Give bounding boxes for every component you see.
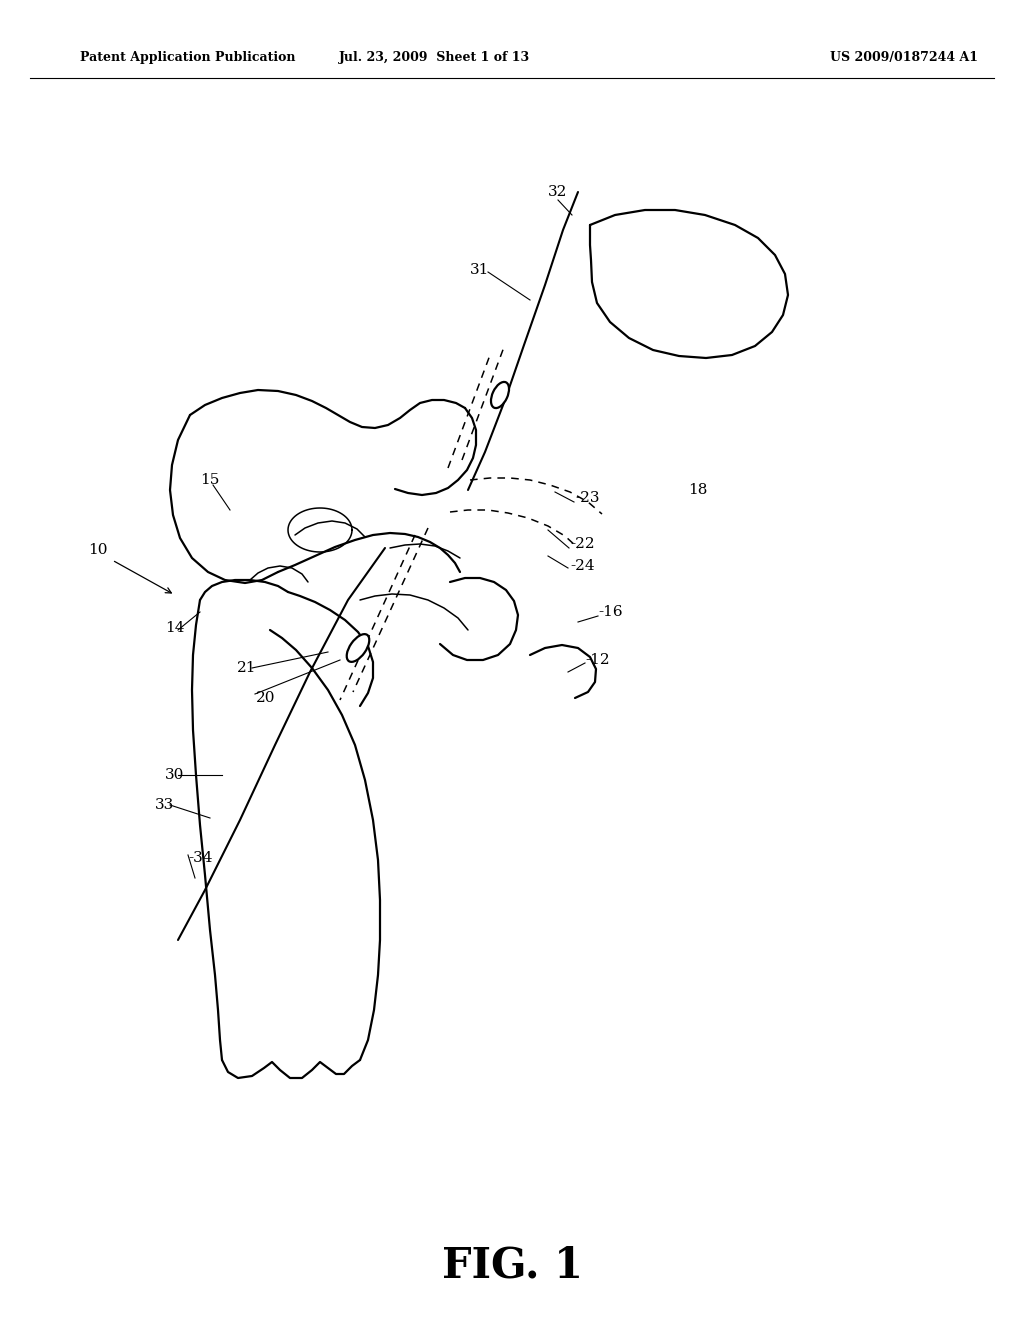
Text: Jul. 23, 2009  Sheet 1 of 13: Jul. 23, 2009 Sheet 1 of 13 bbox=[339, 51, 530, 65]
Text: 31: 31 bbox=[470, 263, 489, 277]
Text: -23: -23 bbox=[575, 491, 599, 506]
Text: -22: -22 bbox=[570, 537, 595, 550]
Text: 18: 18 bbox=[688, 483, 708, 498]
Text: -24: -24 bbox=[570, 558, 595, 573]
Text: 32: 32 bbox=[548, 185, 567, 199]
Text: 30: 30 bbox=[165, 768, 184, 781]
Text: US 2009/0187244 A1: US 2009/0187244 A1 bbox=[830, 51, 978, 65]
Text: 33: 33 bbox=[155, 799, 174, 812]
Ellipse shape bbox=[347, 634, 370, 661]
Text: 10: 10 bbox=[88, 543, 108, 557]
Text: -12: -12 bbox=[585, 653, 609, 667]
Text: 15: 15 bbox=[200, 473, 219, 487]
Ellipse shape bbox=[490, 381, 509, 408]
Text: -34: -34 bbox=[188, 851, 213, 865]
Text: 14: 14 bbox=[165, 620, 184, 635]
Text: -16: -16 bbox=[598, 605, 623, 619]
Text: FIG. 1: FIG. 1 bbox=[441, 1243, 583, 1286]
Text: Patent Application Publication: Patent Application Publication bbox=[80, 51, 296, 65]
Text: 20: 20 bbox=[256, 690, 275, 705]
Text: 21: 21 bbox=[237, 661, 256, 675]
